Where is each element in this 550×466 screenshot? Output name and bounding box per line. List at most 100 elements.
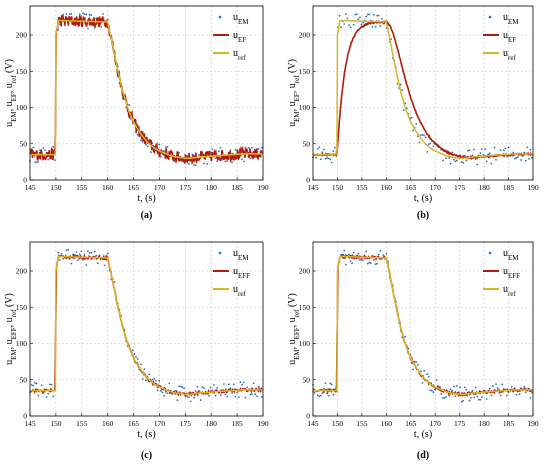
- x-tick-label: 185: [503, 419, 515, 428]
- data-point-u-em: [254, 393, 257, 396]
- data-point-u-em: [140, 363, 142, 366]
- data-point-u-em: [146, 145, 149, 148]
- x-tick-label: 150: [332, 183, 344, 192]
- data-point-u-em: [208, 394, 210, 397]
- data-point-u-em: [53, 159, 56, 162]
- data-point-u-em: [488, 387, 491, 390]
- data-point-u-em: [176, 399, 179, 402]
- data-point-u-em: [423, 134, 425, 137]
- x-tick-label: 160: [381, 419, 393, 428]
- data-point-u-em: [421, 133, 424, 136]
- data-point-u-em: [517, 156, 519, 159]
- y-axis-label: uEM, uEF, uref (V): [4, 59, 18, 127]
- data-point-u-em: [249, 393, 252, 396]
- data-point-u-em: [431, 389, 433, 392]
- data-point-u-em: [106, 18, 109, 21]
- data-point-u-em: [247, 146, 250, 149]
- x-tick-label: 180: [478, 419, 490, 428]
- data-point-u-em: [194, 164, 197, 167]
- data-point-u-em: [443, 396, 446, 399]
- data-point-u-em: [512, 151, 515, 154]
- data-point-u-em: [217, 150, 220, 153]
- data-point-u-em: [449, 162, 452, 165]
- data-point-u-em: [257, 147, 260, 150]
- y-label-subscript: EF: [293, 93, 301, 101]
- data-point-u-em: [477, 154, 480, 157]
- legend-label-subscript: EFF: [238, 272, 250, 280]
- data-point-u-em: [32, 146, 35, 149]
- data-point-u-em: [404, 335, 407, 338]
- data-point-u-em: [401, 89, 404, 92]
- data-point-u-em: [343, 249, 346, 252]
- chart-panel-4: 145 150 155 160 165 170 175 180 185 190 0 50 100 150 2…: [287, 241, 539, 461]
- data-point-u-em: [484, 148, 486, 151]
- data-point-u-em: [319, 394, 322, 397]
- data-point-u-em: [239, 381, 242, 384]
- data-point-u-em: [186, 395, 189, 398]
- data-point-u-em: [189, 400, 192, 403]
- y-label-subscript: EM: [293, 111, 301, 122]
- data-point-u-em: [214, 394, 217, 397]
- data-point-u-em: [211, 148, 214, 151]
- data-point-u-em: [73, 254, 76, 256]
- data-point-u-em: [70, 262, 73, 265]
- data-point-u-em: [214, 157, 217, 160]
- x-tick-label: 190: [527, 183, 539, 192]
- y-label-text: (V): [4, 293, 15, 309]
- data-point-u-em: [456, 159, 458, 162]
- data-point-u-em: [462, 399, 465, 402]
- data-point-u-em: [429, 142, 432, 145]
- data-point-u-em: [330, 161, 333, 164]
- data-point-u-em: [227, 383, 230, 386]
- x-tick-label: 165: [128, 419, 140, 428]
- data-point-u-em: [355, 13, 358, 16]
- data-point-u-em: [488, 152, 491, 155]
- data-point-u-em: [151, 142, 154, 144]
- data-point-u-em: [181, 386, 184, 389]
- y-tick-label: 0: [306, 412, 310, 421]
- data-point-u-em: [327, 157, 330, 160]
- data-point-u-em: [396, 82, 399, 85]
- legend-label: uEM: [233, 12, 249, 26]
- data-point-u-em: [194, 390, 197, 392]
- chart-panel-1: 145 150 155 160 165 170 175 180 185 190 0 50 100 150 2…: [4, 5, 269, 221]
- legend-label-main: u: [503, 266, 508, 277]
- data-point-u-em: [145, 379, 147, 382]
- data-point-u-em: [399, 83, 402, 86]
- data-point-u-em: [166, 392, 169, 395]
- y-tick-label: 150: [16, 303, 28, 312]
- y-tick-label: 50: [20, 139, 28, 148]
- panel-label: (d): [417, 450, 429, 461]
- data-point-u-em: [341, 253, 344, 256]
- data-point-u-em: [420, 134, 422, 136]
- x-tick-label: 155: [76, 183, 88, 192]
- x-tick-label: 145: [24, 183, 36, 192]
- data-point-u-em: [348, 253, 350, 256]
- data-point-u-em: [93, 250, 96, 253]
- legend-label-main: u: [233, 48, 238, 59]
- data-point-u-em: [506, 394, 508, 397]
- data-point-u-em: [198, 153, 200, 156]
- data-point-u-em: [351, 262, 354, 265]
- data-point-u-em: [418, 141, 421, 144]
- data-point-u-em: [251, 393, 253, 395]
- data-point-u-em: [179, 385, 182, 388]
- data-point-u-em: [168, 382, 171, 385]
- data-point-u-em: [224, 160, 227, 163]
- data-point-u-em: [440, 393, 443, 395]
- legend-label-subscript: EM: [238, 254, 249, 262]
- y-label-text: (V): [287, 293, 298, 309]
- legend-label: uref: [503, 284, 516, 298]
- data-point-u-em: [390, 38, 393, 41]
- data-point-u-em: [77, 259, 79, 261]
- data-point-u-em: [188, 396, 190, 399]
- series-line-u-ref: [313, 19, 533, 159]
- data-point-u-em: [385, 252, 388, 255]
- data-point-u-em: [87, 27, 89, 30]
- data-point-u-em: [454, 395, 457, 397]
- data-point-u-em: [113, 281, 116, 283]
- x-tick-label: 160: [102, 419, 114, 428]
- data-point-u-em: [365, 15, 368, 18]
